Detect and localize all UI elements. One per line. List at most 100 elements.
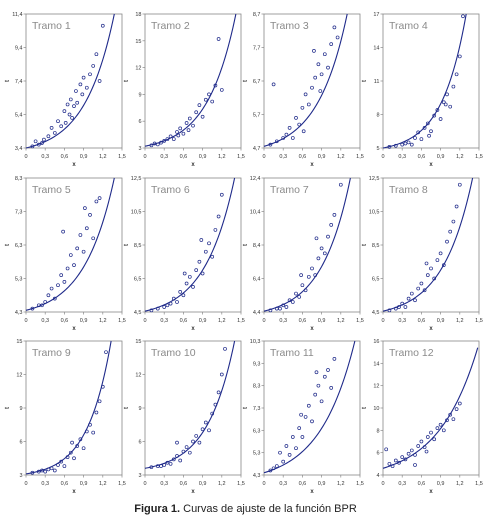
data-point <box>68 253 73 257</box>
data-point <box>278 450 282 455</box>
data-point <box>168 301 173 306</box>
data-point <box>207 92 211 97</box>
y-tick-label: 15 <box>135 339 141 345</box>
data-point <box>175 130 179 134</box>
chart-panel-2: Tramo 2 0 0,3 0,6 0,9 1,2 1,5 3 6 9 12 15 18 x t <box>124 12 245 168</box>
data-point <box>310 85 314 90</box>
data-point <box>165 303 170 308</box>
x-tick-label: 0,3 <box>279 481 287 487</box>
panel-title: Tramo 6 <box>151 184 190 196</box>
data-point <box>100 23 105 28</box>
data-point <box>393 306 398 311</box>
data-point <box>301 129 306 134</box>
x-tick-label: 0,3 <box>398 318 406 324</box>
data-point <box>68 97 73 102</box>
x-tick-label: 0 <box>381 318 384 324</box>
data-point <box>303 288 308 293</box>
y-tick-label: 6,3 <box>253 428 261 434</box>
data-point <box>319 399 324 404</box>
y-axis-label: t <box>362 80 368 82</box>
data-point <box>300 105 305 110</box>
chart-panel-6: Tramo 6 0 0,3 0,6 0,9 1,2 1,5 4,5 6,5 8,5 10,5 12,5… <box>124 176 245 332</box>
data-point <box>56 463 60 467</box>
data-point <box>281 303 286 308</box>
data-point <box>70 115 74 120</box>
figure-grid: Tramo 10 0,3 0,6 0,9 1,2 1,53,45,47,49,411,4x… <box>5 12 483 495</box>
y-tick-label: 9 <box>138 406 141 412</box>
data-point <box>297 426 302 430</box>
panel-title: Tramo 9 <box>32 347 71 359</box>
plot-frame <box>25 177 123 313</box>
data-point <box>72 456 76 461</box>
caption-text: Curvas de ajuste de la función BPR <box>183 503 357 515</box>
data-point <box>80 92 85 97</box>
data-point <box>329 223 334 227</box>
data-point <box>454 72 459 77</box>
x-tick-label: 1,2 <box>218 154 226 160</box>
data-point <box>162 305 167 309</box>
x-tick-label: 0,9 <box>199 154 207 160</box>
y-tick-label: 3 <box>19 473 22 479</box>
data-point <box>400 455 405 459</box>
data-point <box>406 140 411 145</box>
chart-panel-11: Tramo 11 0 0,3 0,6 0,9 1,2 1,5 4,3 5,3 6,3 7,3 8,3 9… <box>243 339 364 495</box>
data-point <box>422 288 427 293</box>
x-tick-label: 0,9 <box>80 318 88 324</box>
data-point <box>322 251 327 256</box>
x-tick-label: 0,3 <box>160 481 168 487</box>
data-point <box>461 14 465 19</box>
data-point <box>49 466 54 471</box>
x-tick-label: 1,2 <box>337 481 345 487</box>
chart-panel-5: Tramo 5 0 0,3 0,6 0,9 1,2 1,5 4,3 5,3 6,3 7,3 8,3 x t <box>5 176 126 332</box>
plot-frame <box>263 340 361 476</box>
y-tick-label: 9,4 <box>15 46 23 52</box>
panel-title: Tramo 8 <box>389 184 428 196</box>
x-tick-label: 0 <box>24 154 27 160</box>
data-point <box>299 412 303 417</box>
x-tick-label: 0 <box>262 318 265 324</box>
data-point <box>451 417 456 422</box>
data-point <box>207 241 211 246</box>
data-point <box>384 447 389 452</box>
data-point <box>176 133 181 138</box>
data-point <box>78 82 83 87</box>
x-tick-label: 1,5 <box>118 481 126 487</box>
x-tick-label: 1,2 <box>99 481 107 487</box>
data-point <box>284 305 289 309</box>
x-tick-label: 0 <box>262 154 265 160</box>
data-point <box>162 139 167 143</box>
fitted-curve <box>382 347 479 469</box>
data-point <box>159 140 163 145</box>
y-tick-label: 6,7 <box>253 79 261 85</box>
y-axis-label: t <box>124 80 130 82</box>
y-axis-label: t <box>124 407 130 409</box>
data-point <box>187 116 192 121</box>
x-axis-label: x <box>72 326 76 332</box>
x-axis-label: x <box>72 162 76 168</box>
y-tick-label: 10 <box>373 406 379 412</box>
data-point <box>175 454 179 458</box>
data-point <box>435 426 440 430</box>
y-tick-label: 16 <box>373 339 379 345</box>
data-point <box>448 412 453 417</box>
x-tick-label: 0,9 <box>437 154 445 160</box>
y-tick-label: 6,5 <box>372 277 380 283</box>
data-point <box>448 104 453 109</box>
y-tick-label: 6 <box>376 451 379 457</box>
data-point <box>268 468 273 473</box>
data-point <box>175 300 179 304</box>
chart-panel-1: Tramo 1 0 0,3 0,6 0,9 1,2 1,5 3,4 5,4 7,4 9,4 11,4 x… <box>5 12 126 168</box>
x-tick-label: 1,5 <box>237 318 245 324</box>
x-tick-label: 1,5 <box>475 318 483 324</box>
y-tick-label: 5,3 <box>253 451 261 457</box>
data-point <box>438 422 443 427</box>
data-point <box>287 453 292 457</box>
data-point <box>65 102 70 107</box>
data-point <box>268 142 273 147</box>
y-tick-label: 3 <box>138 146 141 152</box>
x-tick-label: 0,3 <box>279 154 287 160</box>
data-point <box>94 52 99 57</box>
x-tick-label: 0,9 <box>437 481 445 487</box>
x-tick-label: 0,9 <box>318 318 326 324</box>
data-point <box>59 273 64 277</box>
